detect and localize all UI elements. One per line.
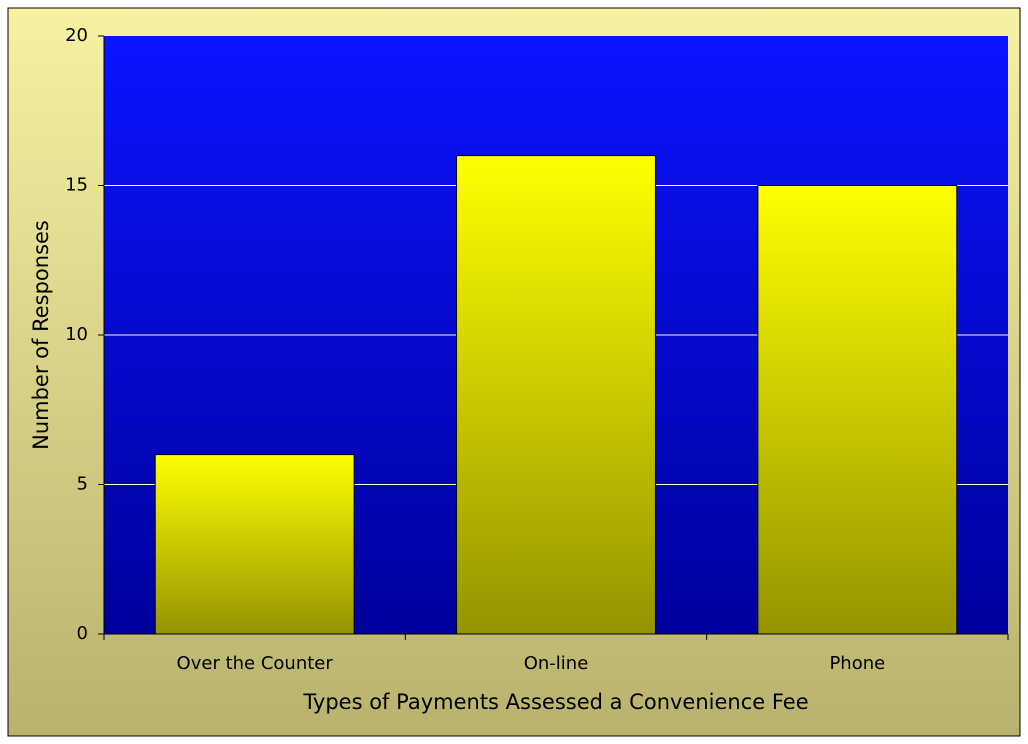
- y-tick-label: 0: [77, 623, 88, 644]
- y-tick-label: 5: [77, 474, 88, 495]
- bar: [757, 185, 958, 635]
- y-axis-title: Number of Responses: [29, 220, 53, 450]
- y-tick-label: 20: [65, 25, 88, 46]
- x-tick-label: Over the Counter: [177, 653, 334, 674]
- y-tick-label: 10: [65, 324, 88, 345]
- bar: [456, 155, 656, 635]
- x-tick-label: Phone: [829, 653, 885, 674]
- x-tick-label: On-line: [524, 653, 589, 674]
- y-tick-label: 15: [65, 175, 88, 196]
- x-axis-title: Types of Payments Assessed a Convenience…: [302, 690, 808, 714]
- bar: [154, 454, 355, 635]
